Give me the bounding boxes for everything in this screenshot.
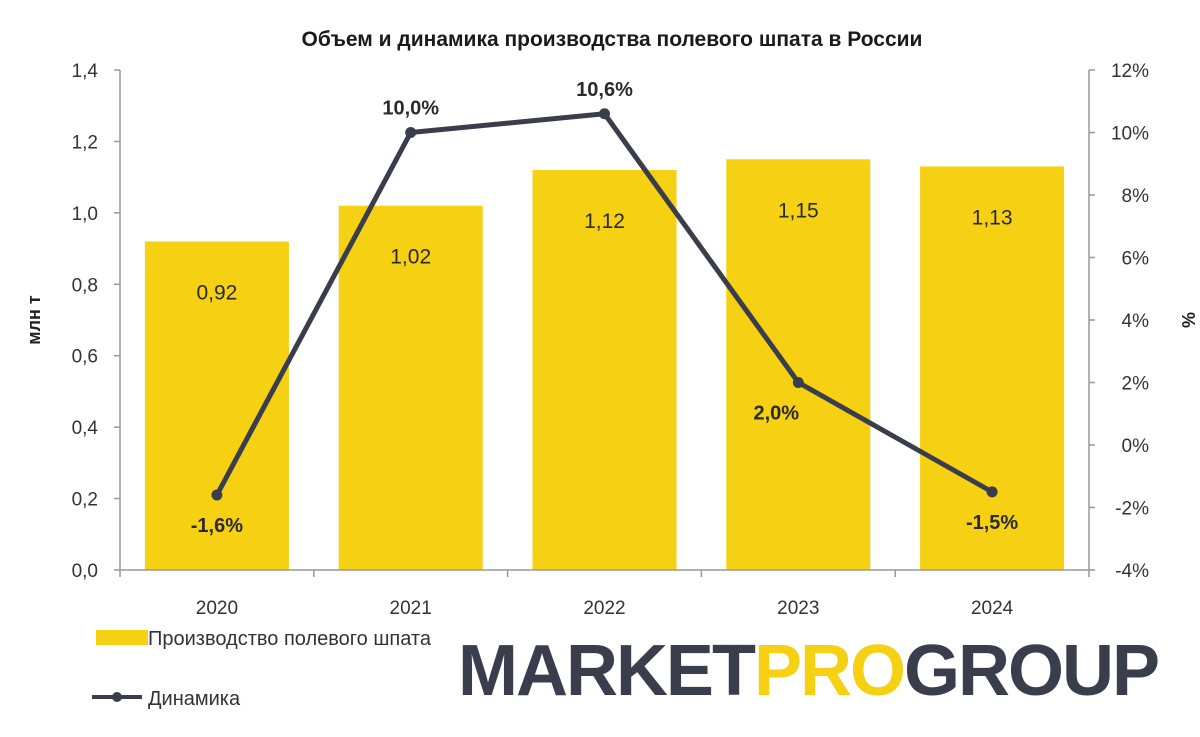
axes-layer: 0,0 0,2 0,4 0,6 0,8 1,0 1,2 1,4 -4% -2% 0% 2% 4% 6% 8%… (72, 61, 1150, 619)
legend-swatch-marker (112, 692, 122, 702)
y-tick-left-label: 1,4 (72, 61, 99, 82)
logo-part-group: GROUP (904, 631, 1158, 711)
y-tick-left-label: 1,2 (72, 132, 98, 153)
y-tick-left-label: 0,4 (72, 418, 99, 439)
y-tick-left-label: 0,0 (72, 561, 98, 582)
y-tick-left-label: 0,2 (72, 490, 98, 511)
x-tick-label-2023: 2023 (777, 598, 819, 619)
y-tick-right-label: 6% (1122, 249, 1150, 270)
dynamics-label-2021: 10,0% (382, 98, 439, 120)
logo-part-market: MARKET (458, 631, 756, 711)
bar-2024 (920, 166, 1065, 570)
dynamics-point-2024 (986, 486, 998, 498)
y-tick-right-label: 4% (1122, 311, 1150, 332)
chart-title: Объем и динамика производства полевого ш… (302, 28, 923, 51)
y-tick-right-label: 12% (1111, 61, 1149, 82)
line-labels-layer: -1,6% 10,0% 10,6% 2,0% -1,5% (191, 79, 1019, 537)
bar-labels-layer: 0,92 1,02 1,12 1,15 1,13 (196, 199, 1012, 304)
legend: Производство полевого шпата Динамика (92, 628, 432, 710)
y-tick-right-label: 8% (1122, 186, 1150, 207)
y-tick-right-label: 10% (1111, 124, 1149, 145)
bar-label-2022: 1,12 (584, 210, 625, 233)
x-tick-label-2022: 2022 (583, 598, 625, 619)
dynamics-label-2020: -1,6% (191, 515, 243, 537)
legend-label-bar: Производство полевого шпата (148, 628, 432, 650)
y-tick-right-label: -2% (1115, 499, 1149, 520)
x-tick-label-2020: 2020 (196, 598, 238, 619)
y-tick-left-label: 1,0 (72, 204, 98, 225)
legend-swatch-bar (96, 630, 148, 645)
bar-2022 (532, 170, 677, 570)
line-layer (211, 108, 998, 501)
dynamics-label-2022: 10,6% (576, 79, 633, 101)
y-tick-right-label: -4% (1115, 561, 1149, 582)
legend-label-line: Динамика (148, 688, 241, 710)
dynamics-point-2022 (599, 108, 610, 120)
y-axis-title-left: млн т (24, 295, 44, 345)
bar-label-2020: 0,92 (196, 281, 237, 304)
x-tick-label-2021: 2021 (390, 598, 432, 619)
y-axis-title-right: % (1178, 312, 1198, 328)
bars-layer (144, 159, 1065, 571)
bar-label-2024: 1,13 (972, 206, 1013, 229)
y-tick-left-label: 0,6 (72, 347, 98, 368)
dynamics-label-2023: 2,0% (754, 403, 800, 425)
logo-part-pro: PRO (754, 631, 904, 711)
logo-marketprogroup: MARKETPROGROUP (458, 631, 1158, 711)
y-tick-right-label: 0% (1122, 436, 1150, 457)
bar-2023 (726, 159, 871, 571)
x-tick-label-2024: 2024 (971, 598, 1014, 619)
dynamics-label-2024: -1,5% (966, 512, 1018, 534)
y-tick-right-label: 2% (1122, 374, 1150, 395)
bar-label-2021: 1,02 (390, 246, 431, 269)
dynamics-point-2020 (211, 489, 223, 501)
dynamics-point-2023 (792, 377, 804, 388)
dynamics-point-2021 (405, 127, 417, 138)
bar-2021 (338, 205, 483, 570)
bar-label-2023: 1,15 (778, 199, 819, 222)
y-tick-left-label: 0,8 (72, 275, 98, 296)
